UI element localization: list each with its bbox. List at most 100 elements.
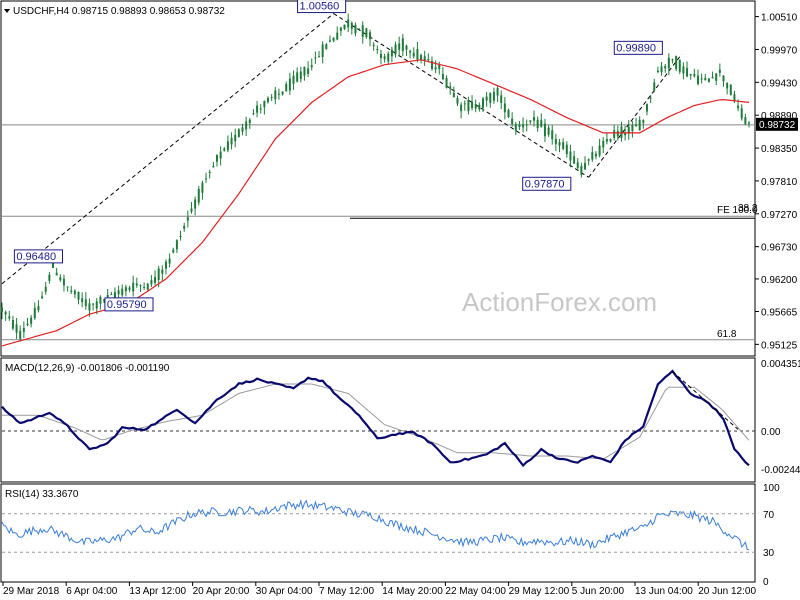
candle-body: [194, 199, 197, 209]
svg-text:0.98732: 0.98732: [759, 120, 796, 131]
candle-body: [445, 78, 448, 88]
candle-body: [77, 291, 80, 300]
candle-body: [441, 73, 444, 80]
candle-body: [161, 269, 164, 274]
y-tick-label: 0.99430: [761, 78, 798, 89]
candle-body: [733, 94, 736, 102]
candle-body: [660, 66, 663, 73]
candle-body: [722, 75, 725, 82]
candle-body: [645, 104, 648, 112]
y-tick-label: 0.96200: [761, 275, 798, 286]
candle-body: [511, 118, 514, 125]
candle-body: [456, 98, 459, 104]
candle-body: [197, 188, 200, 203]
candle-body: [420, 55, 423, 61]
candle-body: [642, 120, 645, 124]
candle-body: [485, 96, 488, 101]
candle-body: [605, 139, 608, 142]
candle-body: [369, 32, 372, 40]
candle-body: [390, 49, 393, 57]
candle-body: [744, 117, 747, 125]
candle-body: [307, 68, 310, 75]
candle-body: [715, 73, 718, 81]
candle-body: [164, 261, 167, 269]
candle-body: [573, 156, 576, 164]
candle-body: [427, 58, 430, 61]
candle-body: [245, 121, 248, 130]
candle-body: [113, 292, 116, 298]
candle-body: [274, 90, 277, 100]
candle-body: [99, 296, 102, 304]
candle-body: [219, 151, 222, 159]
candle-body: [478, 104, 481, 110]
price-level-label: 1.00560: [297, 0, 347, 14]
price-level-label: 0.99890: [613, 40, 663, 55]
candle-body: [565, 144, 568, 154]
macd-title: MACD(12,26,9) -0.001806 -0.001190: [5, 363, 170, 374]
candle-body: [55, 272, 58, 276]
candle-body: [401, 38, 404, 52]
dropdown-triangle-icon[interactable]: [4, 9, 10, 13]
candle-body: [682, 66, 685, 74]
candle-body: [33, 307, 36, 319]
candle-body: [179, 235, 182, 237]
candle-body: [726, 82, 729, 89]
candle-body: [73, 290, 76, 295]
current-price-tag: 0.98732: [756, 117, 798, 131]
candle-body: [693, 74, 696, 77]
candle-body: [635, 124, 638, 127]
candle-body: [226, 141, 229, 151]
price-level-label: 0.96480: [13, 249, 63, 264]
candle-body: [616, 131, 619, 137]
candle-body: [500, 95, 503, 103]
candle-body: [26, 323, 29, 326]
candle-body: [609, 139, 612, 142]
candle-body: [259, 108, 262, 110]
candle-body: [529, 120, 532, 122]
candle-body: [248, 119, 251, 124]
candle-body: [292, 75, 295, 84]
candle-body: [627, 126, 630, 134]
candle-body: [285, 83, 288, 92]
candle-body: [212, 165, 215, 168]
price-level-label: 0.97870: [522, 176, 572, 191]
candle-body: [554, 138, 557, 145]
candle-body: [11, 320, 14, 329]
candle-body: [124, 287, 127, 292]
candle-body: [48, 274, 51, 281]
x-tick-label: 13 Jun 04:00: [635, 586, 693, 597]
candle-body: [620, 126, 623, 139]
macd-signal-line: [2, 383, 750, 460]
candle-body: [562, 142, 565, 149]
candle-body: [8, 316, 11, 319]
candle-body: [467, 100, 470, 112]
candle-body: [460, 104, 463, 112]
rsi-y-tick-label: 0: [763, 577, 769, 588]
candle-body: [398, 43, 401, 50]
candle-body: [277, 93, 280, 95]
candle-body: [183, 225, 186, 229]
candle-body: [303, 66, 306, 76]
candle-body: [664, 66, 667, 69]
candle-body: [339, 27, 342, 31]
candle-body: [653, 82, 656, 91]
candle-body: [15, 324, 18, 333]
candle-body: [358, 28, 361, 30]
candle-body: [154, 277, 157, 283]
candle-body: [175, 240, 178, 250]
candle-body: [496, 88, 499, 96]
trend-lines: [1, 13, 682, 285]
candle-body: [533, 117, 536, 121]
price-panel-frame: [0, 0, 756, 357]
candle-body: [267, 97, 270, 103]
x-tick-label: 22 May 04:00: [445, 586, 506, 597]
rsi-y-tick-label: 100: [763, 483, 780, 494]
candle-body: [602, 140, 605, 148]
price-axis: 1.00510 0.99970 0.99430 0.98890 0.98350 0.978…: [755, 13, 798, 351]
x-tick-label: 5 Jun 20:00: [572, 586, 625, 597]
candle-body: [208, 172, 211, 174]
candle-body: [613, 130, 616, 138]
candle-body: [22, 328, 25, 332]
candle-body: [237, 129, 240, 137]
